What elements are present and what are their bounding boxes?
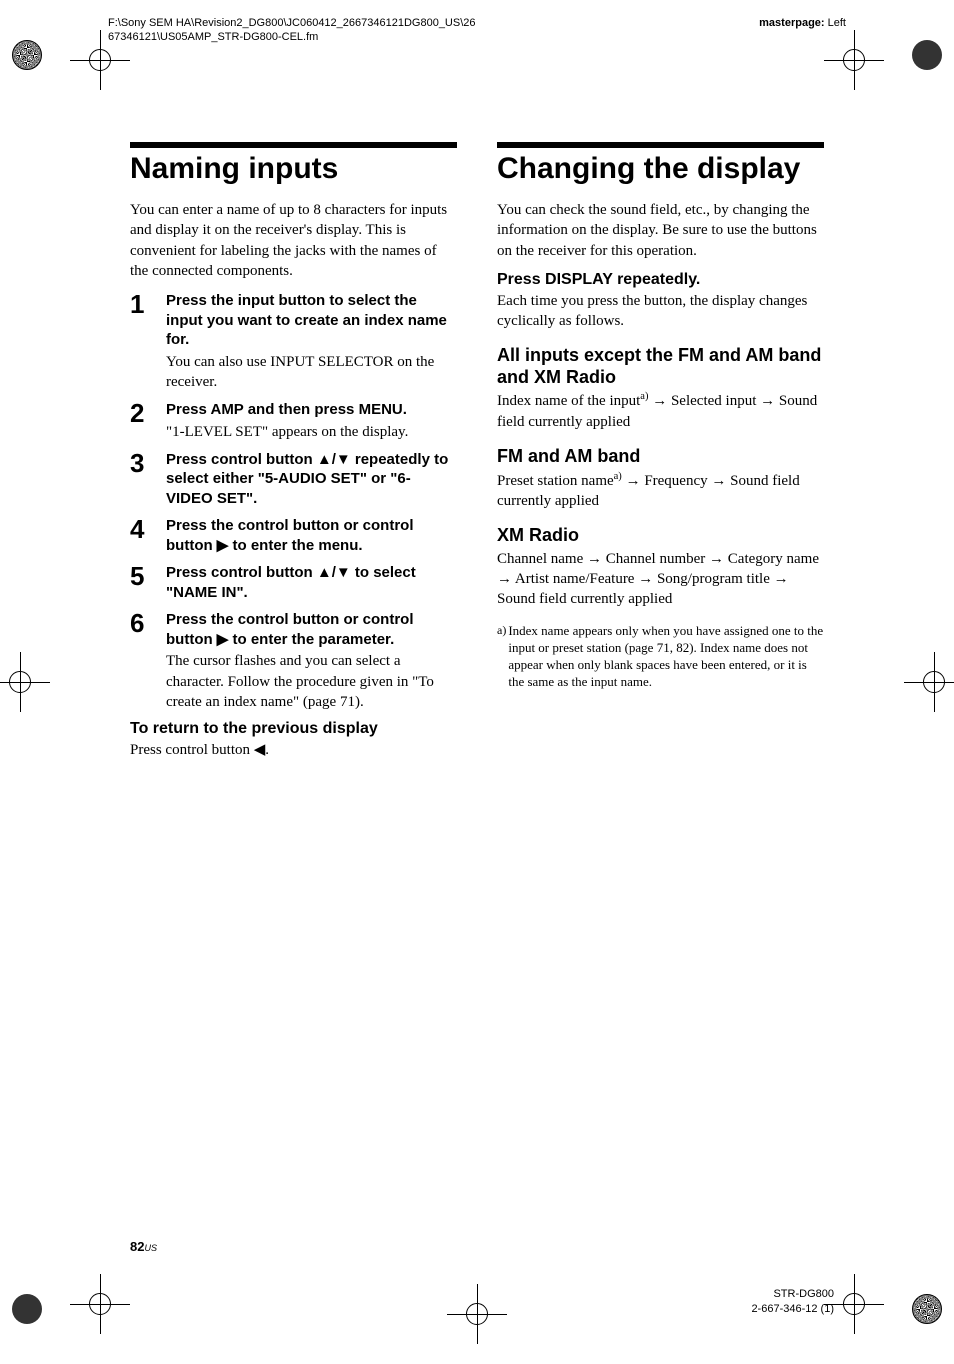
xm-heading: XM Radio [497,525,824,547]
return-heading: To return to the previous display [130,720,457,738]
footnote-ref: a) [614,471,622,482]
inputs-text: Index name of the inputa) → Selected inp… [497,390,824,432]
registration-mark-icon [447,1284,507,1344]
intro-paragraph: You can enter a name of up to 8 characte… [130,200,457,281]
step-number: 1 [130,291,154,392]
page-number: 82US [130,1239,157,1254]
numbered-step: 2 Press AMP and then press MENU."1-LEVEL … [130,400,457,442]
footnote-marker: a) [497,623,506,691]
numbered-step: 5 Press control button ▲/▼ to select "NAM… [130,563,457,602]
step-instruction: Press control button ▲/▼ to select "NAME… [166,563,457,602]
section-title: Naming inputs [130,152,457,186]
step-instruction: Press the input button to select the inp… [166,291,457,350]
step-instruction: Press control button ▲/▼ repeatedly to s… [166,450,457,509]
document-id: STR-DG800 2-667-346-12 (1) [751,1287,834,1316]
xm-text: Channel name → Channel number → Category… [497,549,824,610]
inputs-heading: All inputs except the FM and AM band and… [497,345,824,388]
numbered-step: 1Press the input button to select the in… [130,291,457,392]
return-text: Press control button ◀. [130,740,457,760]
step-instruction: Press the control button or control butt… [166,516,457,555]
step-detail: "1-LEVEL SET" appears on the display. [166,422,457,442]
step-detail: The cursor flashes and you can select a … [166,651,457,712]
crop-mark-icon [12,40,42,70]
step-number: 2 [130,400,154,442]
file-path: F:\Sony SEM HA\Revision2_DG800\JC060412_… [108,16,478,45]
step-instruction: Press AMP and then press MENU. [166,400,457,420]
footnote: a) Index name appears only when you have… [497,623,824,691]
heading-rule [497,142,824,148]
press-text: Each time you press the button, the disp… [497,291,824,332]
step-detail: You can also use INPUT SELECTOR on the r… [166,352,457,393]
step-number: 3 [130,450,154,509]
registration-mark-icon [70,1274,130,1334]
footnote-text: Index name appears only when you have as… [508,623,824,691]
crop-mark-icon [912,1294,942,1324]
step-number: 4 [130,516,154,555]
left-column: Naming inputs You can enter a name of up… [130,142,457,770]
press-heading: Press DISPLAY repeatedly. [497,271,824,289]
section-title: Changing the display [497,152,824,186]
numbered-step: 4 Press the control button or control but… [130,516,457,555]
registration-mark-icon [904,652,954,712]
registration-mark-icon [0,652,50,712]
right-column: Changing the display You can check the s… [497,142,824,770]
step-number: 6 [130,610,154,712]
masterpage-label: masterpage: Left [759,16,846,45]
step-instruction: Press the control button or control butt… [166,610,457,649]
numbered-step: 3Press control button ▲/▼ repeatedly to … [130,450,457,509]
step-number: 5 [130,563,154,602]
page-header: F:\Sony SEM HA\Revision2_DG800\JC060412_… [108,16,846,45]
fmam-text: Preset station namea) → Frequency → Soun… [497,470,824,512]
fmam-heading: FM and AM band [497,446,824,468]
crop-mark-icon [912,40,942,70]
heading-rule [130,142,457,148]
intro-paragraph: You can check the sound field, etc., by … [497,200,824,261]
numbered-step: 6 Press the control button or control but… [130,610,457,712]
crop-mark-icon [12,1294,42,1324]
